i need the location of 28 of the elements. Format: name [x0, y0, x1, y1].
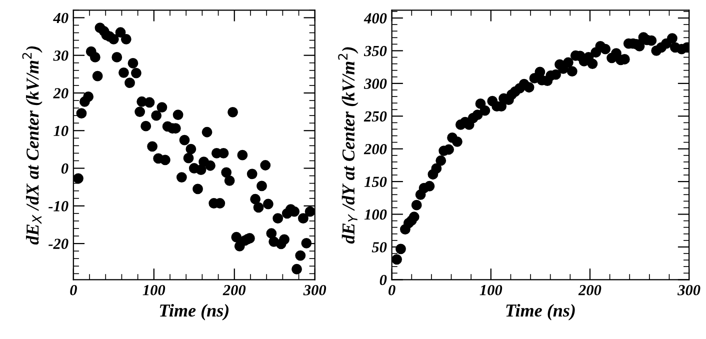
y-tick-label: 50 [372, 242, 387, 252]
x-axis-title: Time (ns) [160, 304, 229, 320]
y-tick-label: 40 [53, 12, 68, 24]
x-tick-label: 200 [578, 284, 602, 296]
y-tick-label: 10 [54, 126, 68, 136]
x-axis-title: Time (ns) [506, 304, 575, 320]
y-tick-label: -10 [48, 201, 68, 212]
y-tick-label: -20 [48, 238, 68, 249]
x-tick-label: 0 [388, 284, 396, 296]
y-tick-label: 250 [364, 111, 387, 122]
x-tick-label: 0 [70, 284, 77, 296]
y-tick-label: 100 [364, 209, 387, 220]
y-tick-label: 400 [364, 13, 387, 24]
x-tick-label: 300 [677, 284, 700, 296]
y-tick-label: 300 [364, 78, 387, 89]
y-tick-label: 350 [364, 46, 387, 56]
y-tick-label: 200 [364, 144, 387, 154]
y-axis-title: dE$_{Y}$ /dY at Center (kV/m$^{2}$) [338, 47, 358, 244]
y-tick-label: 0 [61, 163, 68, 174]
x-tick-label: 200 [222, 284, 246, 296]
x-tick-label: 300 [303, 284, 326, 296]
y-tick-label: 30 [53, 50, 68, 61]
y-axis-title: dE$_{X}$ /dX at Center (kV/m$^{2}$) [22, 46, 42, 245]
y-tick-label: 0 [380, 274, 387, 286]
y-tick-label: 150 [364, 176, 387, 188]
x-tick-label: 100 [142, 284, 166, 296]
y-tick-label: 20 [53, 88, 68, 98]
x-tick-label: 100 [480, 284, 502, 296]
